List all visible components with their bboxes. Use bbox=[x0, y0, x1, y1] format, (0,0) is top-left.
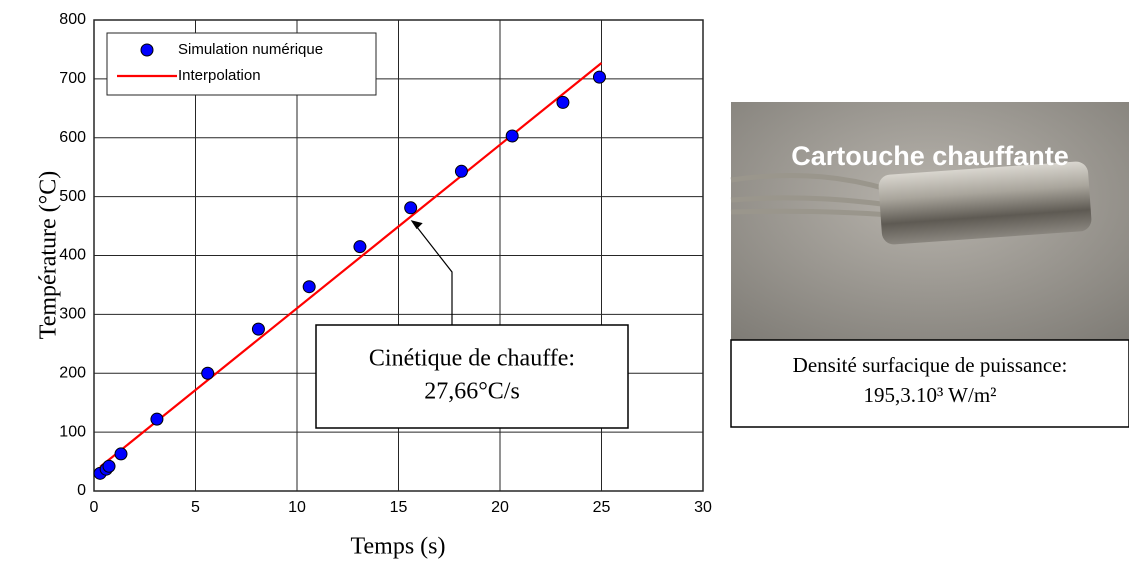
fit-line bbox=[99, 62, 603, 468]
x-tick-label: 10 bbox=[288, 499, 306, 516]
x-tick-label: 5 bbox=[191, 499, 200, 516]
y-tick-label: 600 bbox=[59, 129, 86, 146]
caption-line: Densité surfacique de puissance: bbox=[793, 353, 1068, 377]
x-tick-label: 25 bbox=[593, 499, 611, 516]
legend-label: Interpolation bbox=[178, 67, 261, 84]
legend-label: Simulation numérique bbox=[178, 41, 323, 58]
y-tick-label: 800 bbox=[59, 11, 86, 28]
x-axis-title: Temps (s) bbox=[351, 534, 446, 560]
legend-box bbox=[106, 32, 377, 96]
annotation-box bbox=[315, 324, 629, 429]
x-tick-label: 15 bbox=[390, 499, 408, 516]
photo-title: Cartouche chauffante bbox=[791, 141, 1069, 171]
y-tick-label: 300 bbox=[59, 306, 86, 323]
caption-box bbox=[730, 339, 1129, 428]
x-tick-label: 30 bbox=[694, 499, 712, 516]
data-point bbox=[454, 164, 468, 178]
data-point bbox=[592, 70, 606, 84]
y-tick-label: 500 bbox=[59, 188, 86, 205]
data-point bbox=[353, 240, 367, 254]
data-point bbox=[302, 280, 316, 294]
data-point bbox=[556, 95, 570, 109]
data-point bbox=[114, 447, 128, 461]
data-point bbox=[201, 366, 215, 380]
y-tick-label: 400 bbox=[59, 247, 86, 264]
data-point bbox=[150, 412, 164, 426]
data-point bbox=[102, 459, 116, 473]
legend-marker bbox=[140, 43, 154, 57]
legend: Simulation numérique Interpolation bbox=[106, 32, 377, 96]
x-tick-label: 20 bbox=[491, 499, 509, 516]
annotation-text: Cinétique de chauffe: bbox=[369, 346, 575, 372]
plot: 0 5 10 15 20 25 300100200300400500600700800Cin… bbox=[59, 11, 712, 516]
data-point bbox=[404, 201, 418, 215]
wires bbox=[730, 172, 891, 218]
y-tick-label: 100 bbox=[59, 423, 86, 440]
data-point bbox=[251, 322, 265, 336]
y-tick-label: 0 bbox=[77, 482, 86, 499]
annotation-leader bbox=[414, 223, 453, 325]
data-point bbox=[505, 129, 519, 143]
x-tick-label: 0 bbox=[90, 499, 99, 516]
arrow-head bbox=[410, 220, 423, 230]
y-tick-label: 200 bbox=[59, 364, 86, 381]
annotation-text: 27,66°C/s bbox=[424, 379, 520, 405]
caption-line: 195,3.10³ W/m² bbox=[864, 383, 997, 407]
y-axis-title: Température (°C) bbox=[36, 171, 62, 340]
cartridge bbox=[878, 161, 1092, 245]
y-tick-label: 700 bbox=[59, 70, 86, 87]
photo: Cartouche chauffante Densité surfacique … bbox=[730, 102, 1129, 428]
plot-frame bbox=[93, 19, 704, 492]
